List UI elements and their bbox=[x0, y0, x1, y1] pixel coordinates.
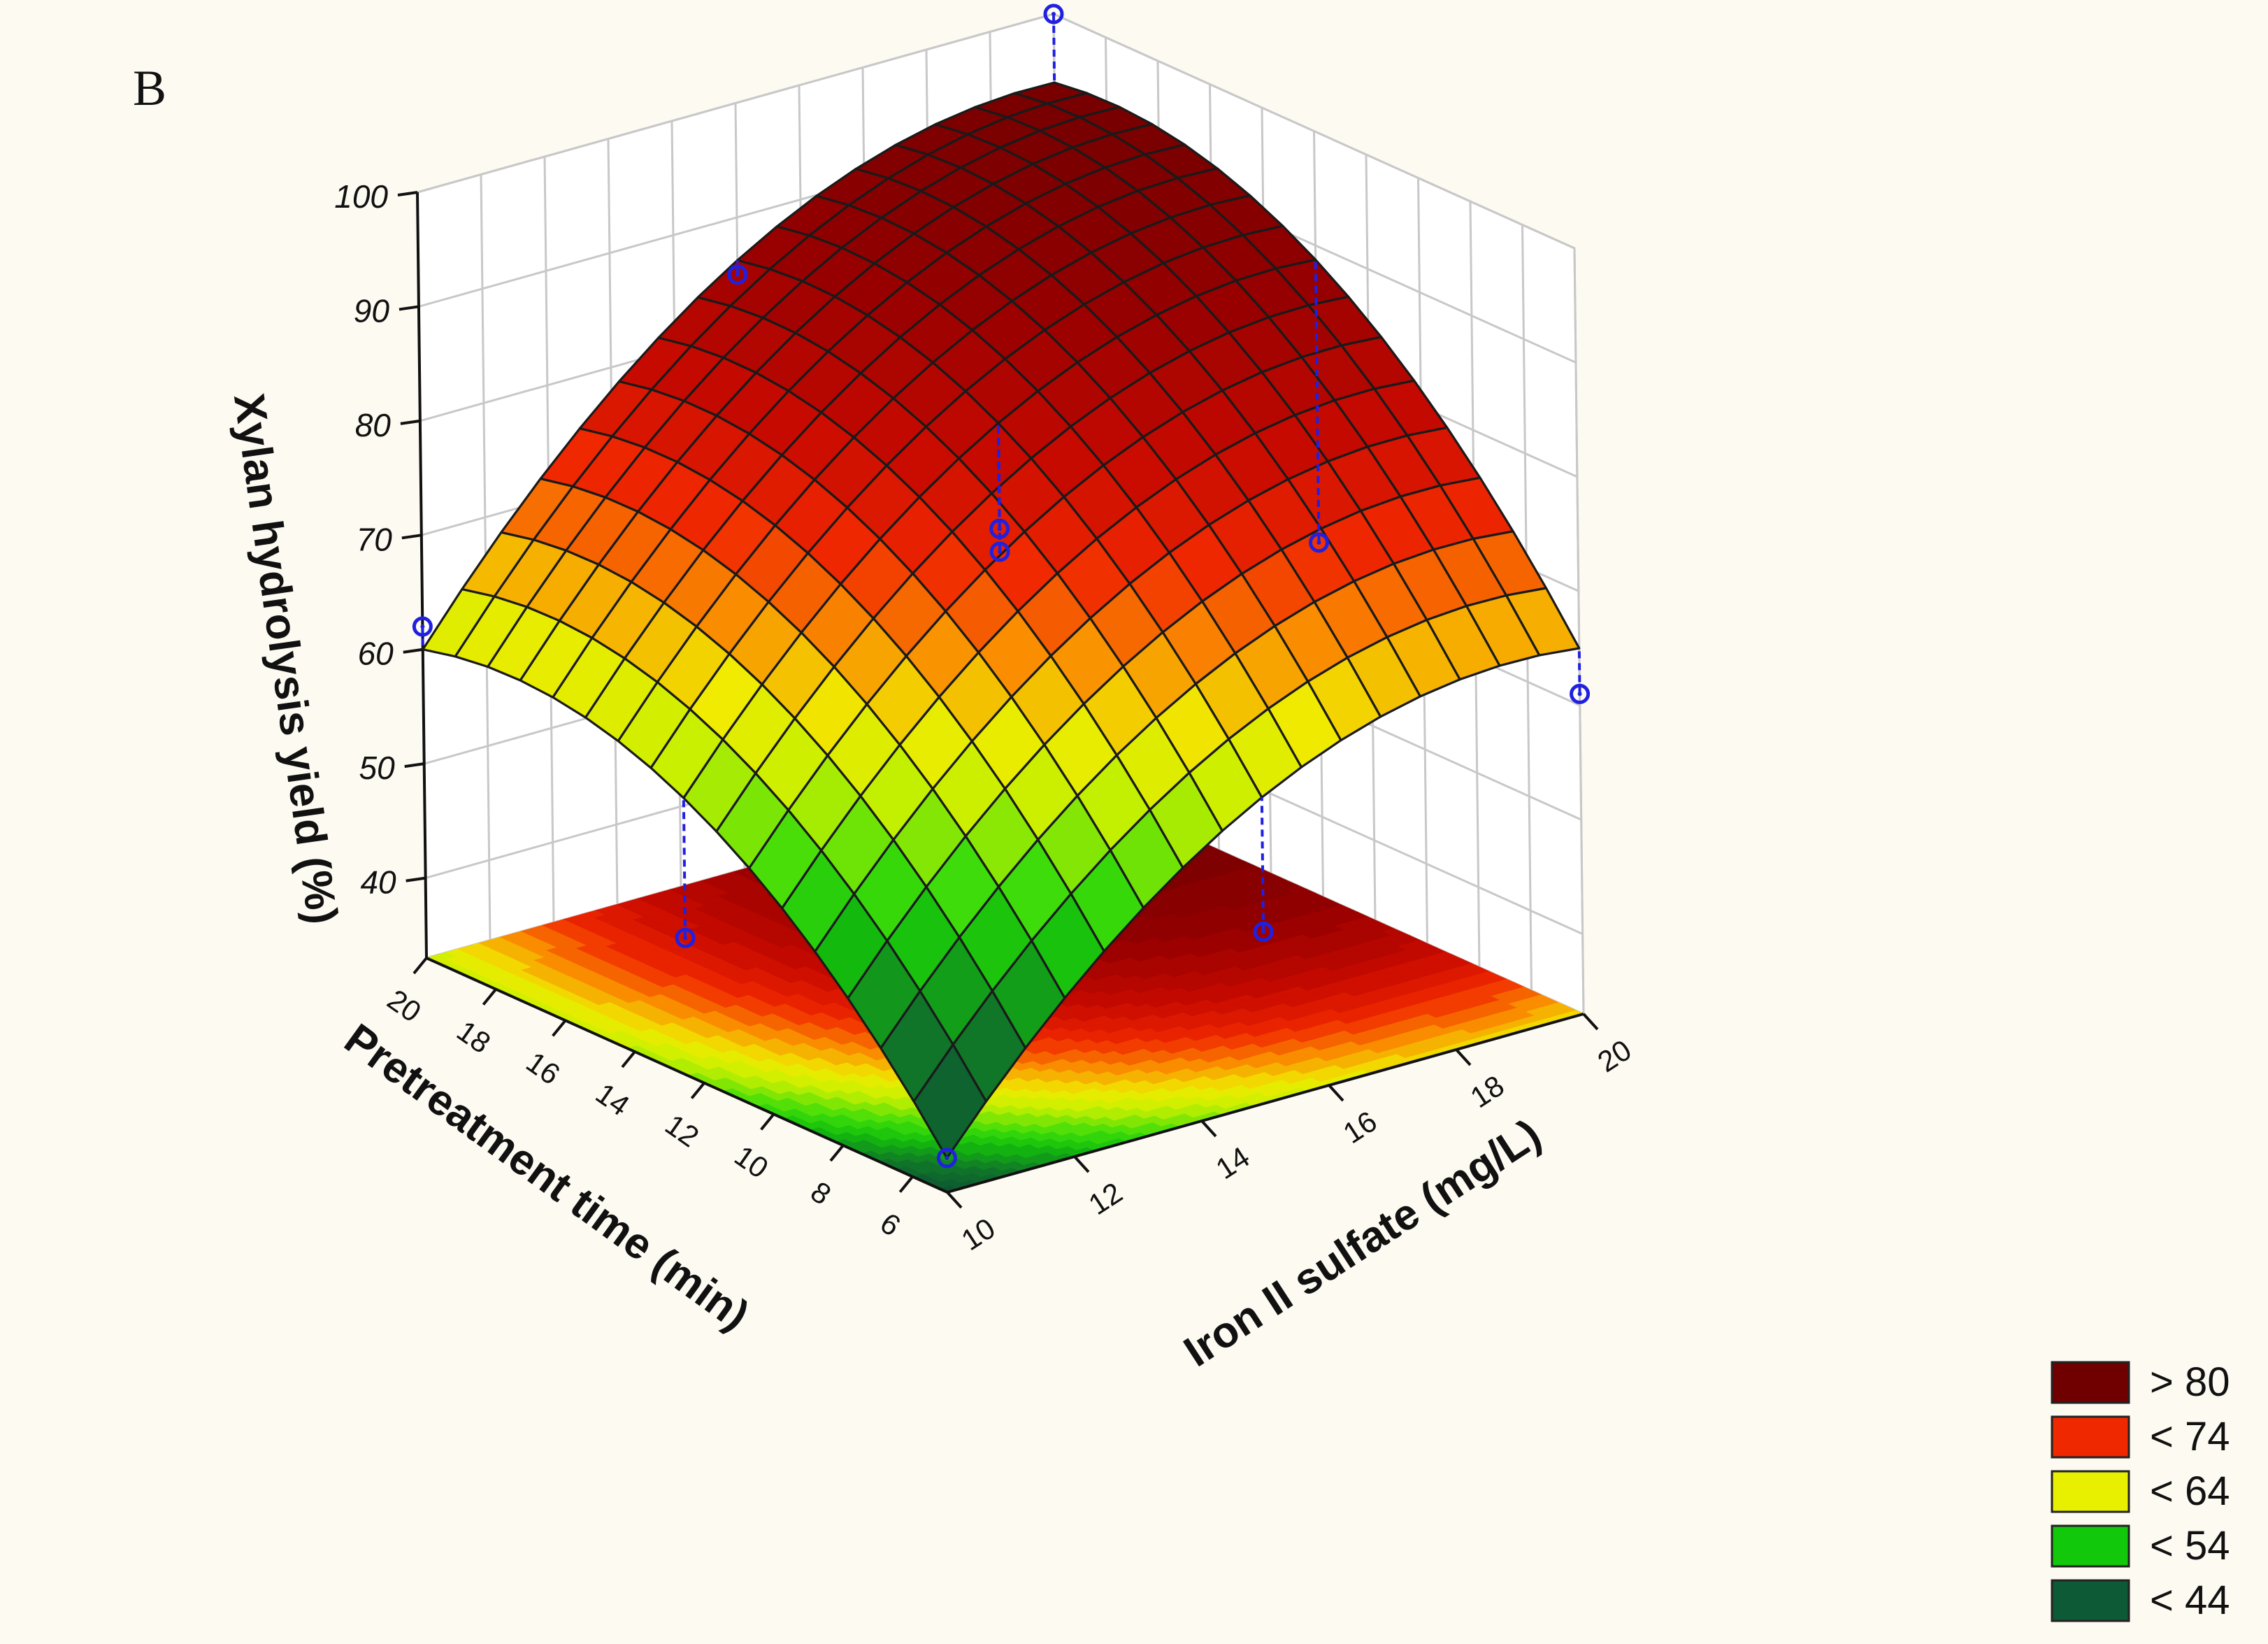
design-point-center bbox=[1578, 692, 1582, 696]
legend-swatch bbox=[2052, 1362, 2129, 1403]
design-point-center bbox=[1052, 12, 1056, 16]
design-point-center bbox=[945, 1156, 949, 1160]
legend-swatch bbox=[2052, 1417, 2129, 1457]
z-tick-label: 50 bbox=[359, 750, 396, 786]
z-tick-label: 100 bbox=[334, 178, 388, 215]
panel-label: B bbox=[133, 60, 166, 116]
legend-label: < 44 bbox=[2150, 1578, 2230, 1623]
legend-swatch bbox=[2052, 1580, 2129, 1621]
z-tick-label: 60 bbox=[358, 636, 394, 672]
design-point-center bbox=[998, 527, 1002, 531]
legend-swatch bbox=[2052, 1471, 2129, 1512]
legend-label: > 80 bbox=[2150, 1359, 2230, 1405]
legend-label: < 74 bbox=[2150, 1414, 2230, 1459]
z-tick-label: 80 bbox=[355, 407, 392, 443]
residual-line bbox=[998, 423, 1000, 529]
legend-swatch bbox=[2052, 1526, 2129, 1566]
design-point-center bbox=[735, 273, 740, 277]
design-point-center bbox=[1316, 541, 1321, 545]
z-tick-label: 90 bbox=[354, 292, 390, 329]
z-tick-label: 70 bbox=[357, 521, 393, 557]
legend-label: < 64 bbox=[2150, 1468, 2230, 1514]
design-point-center bbox=[998, 550, 1002, 554]
legend-label: < 54 bbox=[2150, 1523, 2230, 1568]
design-point-center bbox=[1261, 929, 1265, 934]
design-point-center bbox=[420, 624, 424, 629]
design-point-center bbox=[683, 936, 687, 940]
z-tick-label: 40 bbox=[360, 864, 396, 901]
